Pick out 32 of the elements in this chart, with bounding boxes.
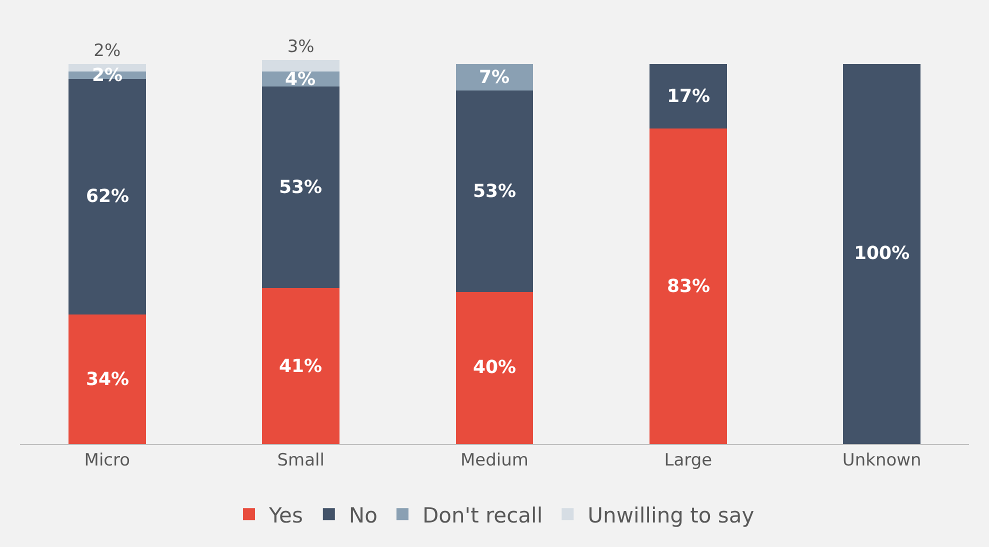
bar xyxy=(456,292,534,444)
bar xyxy=(262,86,340,288)
bar xyxy=(843,64,921,444)
data-label: 40% xyxy=(473,357,516,378)
data-label: 2% xyxy=(94,40,121,61)
data-label: 17% xyxy=(667,86,710,107)
bar xyxy=(649,128,727,444)
bar xyxy=(649,64,727,128)
data-label: 83% xyxy=(667,276,710,297)
data-label: 53% xyxy=(279,177,322,198)
bar xyxy=(456,90,534,292)
legend-label: Don't recall xyxy=(422,503,543,528)
data-label: 62% xyxy=(86,186,130,207)
x-tick-label: Large xyxy=(664,450,712,470)
legend-label: Unwilling to say xyxy=(588,503,754,528)
x-tick-label: Unknown xyxy=(842,450,922,470)
legend-label: Yes xyxy=(268,503,303,528)
data-label: 3% xyxy=(287,37,314,57)
x-tick-label: Micro xyxy=(84,450,130,470)
data-label: 100% xyxy=(854,243,910,264)
data-label: 53% xyxy=(473,181,516,202)
legend-label: No xyxy=(348,503,378,528)
data-label: 7% xyxy=(479,67,510,88)
x-tick-label: Medium xyxy=(460,450,528,470)
bar xyxy=(68,314,146,444)
bar xyxy=(262,288,340,444)
bar xyxy=(262,60,340,72)
bar xyxy=(456,64,534,90)
data-label: 4% xyxy=(285,69,316,90)
data-label: 34% xyxy=(86,369,130,390)
data-label: 41% xyxy=(279,356,322,377)
x-tick-label: Small xyxy=(277,450,324,470)
